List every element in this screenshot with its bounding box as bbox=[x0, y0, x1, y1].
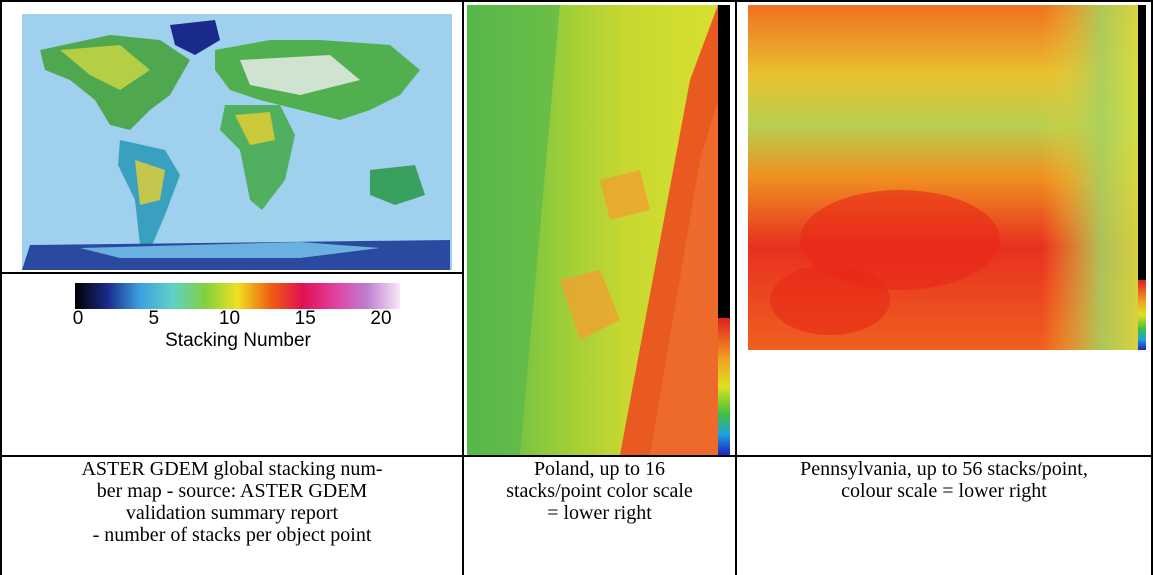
legend-tick-label: 20 bbox=[370, 308, 391, 329]
caption-line: ber map - source: ASTER GDEM bbox=[2, 480, 462, 502]
page: 0 5 10 15 20 Stacking Number ASTER GDEM globa… bbox=[0, 0, 1153, 575]
caption-line: = lower right bbox=[464, 502, 735, 524]
poland-colorbar bbox=[718, 318, 730, 455]
caption: Pennsylvania, up to 56 stacks/point,colo… bbox=[737, 458, 1151, 502]
legend: 0 5 10 15 20 Stacking Number bbox=[73, 308, 392, 351]
caption-line: - number of stacks per object point bbox=[2, 524, 462, 546]
caption: ASTER GDEM global stacking num-ber map -… bbox=[2, 458, 462, 546]
legend-label: Stacking Number bbox=[165, 330, 311, 351]
legend-tick-label: 0 bbox=[73, 308, 84, 329]
legend-tick-label: 15 bbox=[295, 308, 316, 329]
caption-line: Pennsylvania, up to 56 stacks/point, bbox=[737, 458, 1151, 480]
legend-tick-label: 10 bbox=[219, 308, 240, 329]
caption-line: colour scale = lower right bbox=[737, 480, 1151, 502]
caption-line: Poland, up to 16 bbox=[464, 458, 735, 480]
legend-tick-label: 5 bbox=[148, 308, 159, 329]
caption-line: ASTER GDEM global stacking num- bbox=[2, 458, 462, 480]
caption-line: validation summary report bbox=[2, 502, 462, 524]
caption-line: stacks/point color scale bbox=[464, 480, 735, 502]
legend-colorbar bbox=[75, 283, 400, 309]
pennsylvania-colorbar bbox=[1138, 280, 1146, 350]
